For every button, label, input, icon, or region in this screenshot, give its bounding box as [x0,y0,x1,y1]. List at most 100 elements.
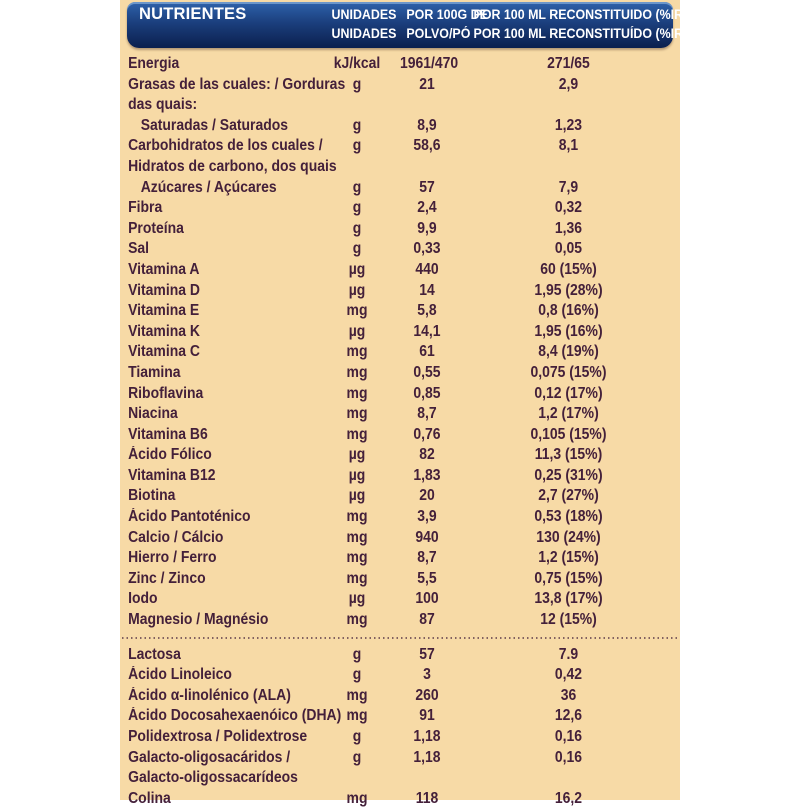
per100ml-cell: 2,9 [558,75,579,93]
per100ml-cell: 36 [560,686,577,704]
per100g-cell: 3,9 [417,508,437,526]
per100ml-cell: 13,8 (17%) [534,590,603,608]
nutrient-label: Fibra [128,199,163,217]
per100g-cell: 58,6 [413,137,441,155]
table-row: Vitamina A µg 440 60 (15%) [120,260,680,281]
table-row: Proteína g 9,9 1,36 [120,219,680,240]
unit-cell: µg [348,260,366,278]
per100g-cell: 100 [415,590,439,608]
unit-cell: mg [346,405,368,423]
header-per100ml-line2: POR 100 ML RECONSTITUÍDO (%IR⁶) [473,26,693,41]
nutrient-label: Riboflavina [128,384,204,402]
unit-cell: g [352,645,362,663]
per100g-cell: 87 [419,611,435,629]
nutrient-label: Zinc / Zinco [128,569,206,587]
table-row: Vitamina B12 µg 1,83 0,25 (31%) [120,466,680,487]
per100g-cell: 14 [419,281,435,299]
nutrient-label: Ácido Fólico [128,446,212,464]
per100ml-cell: 0,16 [554,748,583,766]
header-row-1: NUTRIENTES UNIDADES POR 100G DE POR 100 … [127,5,693,24]
per100ml-cell: 1,2 (15%) [538,549,599,567]
table-row: Energia kJ/kcal 1961/470 271/65 [120,54,680,75]
unit-cell: mg [346,343,368,361]
unit-cell: mg [346,425,368,443]
per100ml-cell: 0,25 (31%) [534,466,603,484]
nutrient-label: Ácido α-linolénico (ALA) [128,686,291,704]
nutrient-label: Proteína [128,219,184,237]
unit-cell: g [352,116,362,134]
per100g-cell: 0,55 [413,363,441,381]
per100g-cell: 21 [419,75,435,93]
nutrient-label: Vitamina B6 [128,425,208,443]
nutrient-label: Saturadas / Saturados [140,116,289,134]
nutrient-label: Colina [128,789,171,807]
unit-cell: g [352,137,362,155]
nutrient-label: Magnesio / Magnésio [128,611,269,629]
per100ml-cell: 0,12 (17%) [534,384,603,402]
table-row: Azúcares / Açúcares g 57 7,9 [120,178,680,199]
per100g-cell: 61 [419,343,435,361]
table-row: Ácido Fólico µg 82 11,3 (15%) [120,445,680,466]
table-row: Tiamina mg 0,55 0,075 (15%) [120,363,680,384]
unit-cell: mg [346,363,368,381]
nutrient-label: Vitamina E [128,302,200,320]
table-row: Vitamina D µg 14 1,95 (28%) [120,281,680,302]
per100ml-cell: 0,32 [554,199,583,217]
unit-cell: mg [346,569,368,587]
table-row: Grasas de las cuales: / Gorduras das quai… [120,75,680,116]
nutrient-label: Polidextrosa / Polidextrose [128,728,308,745]
per100ml-cell: 271/65 [547,55,590,72]
table-row: Polidextrosa / Polidextrose g 1,18 0,16 [120,727,680,748]
table-row: Vitamina B6 mg 0,76 0,105 (15%) [120,425,680,446]
nutrient-label: Calcio / Cálcio [128,528,224,546]
per100g-cell: 8,7 [417,549,437,567]
per100ml-cell: 60 (15%) [540,260,597,278]
header-per100g-line1: POR 100G DE [406,7,488,22]
table-row: Ácido α-linolénico (ALA) mg 260 36 [120,686,680,707]
per100g-cell: 57 [419,178,435,196]
table-row: Ácido Docosahexaenóico (DHA) mg 91 12,6 [120,706,680,727]
per100ml-cell: 0,75 (15%) [534,569,603,587]
per100g-cell: 3 [423,666,431,684]
per100g-cell: 1,83 [413,466,441,484]
nutrient-label: Vitamina D [128,281,200,299]
per100ml-cell: 16,2 [554,789,583,807]
per100ml-cell: 12 (15%) [540,611,597,629]
unit-cell: mg [346,302,368,320]
nutrient-label: Grasas de las cuales: / Gorduras das quai… [128,75,346,114]
per100g-cell: 8,7 [417,405,437,423]
nutrient-label: Vitamina K [128,322,200,340]
per100ml-cell: 130 (24%) [536,528,601,546]
table-row: Ácido Linoleico g 3 0,42 [120,665,680,686]
table-row: Biotina µg 20 2,7 (27%) [120,486,680,507]
per100g-cell: 57 [419,645,435,663]
unit-cell: µg [348,487,366,505]
table-row: Colina mg 118 16,2 [120,789,680,809]
nutrient-label: Niacina [128,405,178,423]
unit-cell: mg [346,686,368,704]
per100g-cell: 260 [415,686,439,704]
unit-cell: mg [346,707,368,725]
nutrient-label: Carbohidratos de los cuales / Hidratos de… [128,137,337,175]
table-row: Ácido Pantoténico mg 3,9 0,53 (18%) [120,507,680,528]
unit-cell: mg [346,384,368,402]
table-row: Carbohidratos de los cuales / Hidratos de… [120,136,680,177]
per100g-cell: 440 [415,260,439,278]
nutrient-label: Ácido Linoleico [128,666,232,684]
nutrient-label: Tiamina [128,363,181,381]
per100g-cell: 1,18 [413,748,441,766]
table-row: Niacina mg 8,7 1,2 (17%) [120,404,680,425]
per100g-cell: 14,1 [413,322,441,340]
per100g-cell: 0,33 [413,240,441,258]
per100ml-cell: 0,8 (16%) [538,302,599,320]
per100g-cell: 20 [419,487,435,505]
nutrient-label: Galacto-oligosacáridos / Galacto-oligossa… [128,748,298,787]
unit-cell: g [352,666,362,684]
nutrient-label: Vitamina C [128,343,200,361]
unit-cell: g [352,219,362,237]
table-row: Lactosa g 57 7.9 [120,645,680,666]
nutrient-rows: Energia kJ/kcal 1961/470 271/65 Grasas de la… [120,54,680,809]
nutrient-label: Vitamina B12 [128,466,216,484]
per100g-cell: 9,9 [417,219,437,237]
